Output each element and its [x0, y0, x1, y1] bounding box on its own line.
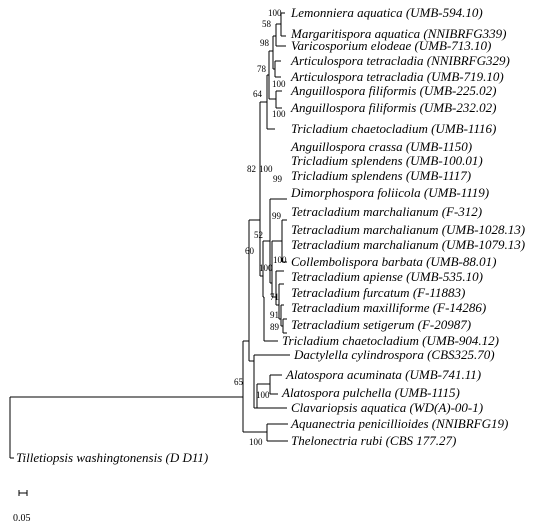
taxon-label: Tricladium chaetocladium (UMB-1116)	[291, 121, 496, 136]
bootstrap-value: 71	[270, 292, 279, 302]
scale-bar-label: 0.05	[13, 513, 31, 524]
bootstrap-value: 100	[259, 263, 273, 273]
taxon-label: Tilletiopsis washingtonensis (D D11)	[16, 450, 208, 465]
bootstrap-value: 60	[245, 246, 255, 256]
taxon-label: Aquanectria penicillioides (NNIBRFG19)	[290, 416, 508, 431]
bootstrap-value: 99	[273, 174, 283, 184]
taxon-label: Alatospora acuminata (UMB-741.11)	[285, 367, 481, 382]
tree-branches	[9, 12, 290, 496]
taxon-label: Articulospora tetracladia (UMB-719.10)	[290, 69, 504, 84]
bootstrap-value: 65	[234, 377, 244, 387]
taxon-label: Lemonniera aquatica (UMB-594.10)	[290, 5, 483, 20]
bootstrap-value: 100	[272, 109, 286, 119]
taxon-label: Margaritispora aquatica (NNIBRFG339)	[290, 26, 506, 41]
taxon-label: Anguillospora crassa (UMB-1150)	[290, 139, 472, 154]
bootstrap-value: 64	[253, 89, 263, 99]
bootstrap-value: 52	[254, 230, 263, 240]
taxon-label: Tetracladium apiense (UMB-535.10)	[291, 269, 483, 284]
taxon-label: Tricladium splendens (UMB-100.01)	[291, 153, 483, 168]
taxon-label: Collembolispora barbata (UMB-88.01)	[291, 254, 496, 269]
taxon-label: Thelonectria rubi (CBS 177.27)	[291, 433, 456, 448]
taxon-label: Tricladium splendens (UMB-1117)	[291, 168, 471, 183]
bootstrap-value: 100	[273, 255, 287, 265]
bootstrap-value: 58	[262, 19, 272, 29]
taxon-label: Tetracladium furcatum (F-11883)	[291, 285, 465, 300]
bootstrap-value: 78	[257, 64, 267, 74]
taxon-label: Tetracladium marchalianum (UMB-1028.13)	[291, 222, 525, 237]
taxon-label: Anguillospora filiformis (UMB-225.02)	[290, 83, 496, 98]
taxon-label: Clavariopsis aquatica (WD(A)-00-1)	[291, 400, 483, 415]
bootstrap-value: 98	[260, 38, 270, 48]
taxon-label: Anguillospora filiformis (UMB-232.02)	[290, 100, 496, 115]
taxon-label: Alatospora pulchella (UMB-1115)	[281, 385, 460, 400]
bootstrap-values: 100 58 98 78 100 64 100 82 100 99 99 52 …	[234, 8, 287, 447]
bootstrap-value: 100	[259, 164, 273, 174]
bootstrap-value: 100	[256, 390, 270, 400]
bootstrap-value: 100	[272, 79, 286, 89]
taxon-label: Varicosporium elodeae (UMB-713.10)	[291, 38, 491, 53]
bootstrap-value: 91	[270, 310, 279, 320]
taxon-label: Tricladium chaetocladium (UMB-904.12)	[282, 333, 499, 348]
bootstrap-value: 82	[247, 164, 256, 174]
scale-bar	[18, 490, 28, 496]
taxon-label: Articulospora tetracladia (NNIBRFG329)	[290, 53, 510, 68]
taxon-label: Tetracladium marchalianum (UMB-1079.13)	[291, 237, 525, 252]
taxon-labels: Lemonniera aquatica (UMB-594.10) Margari…	[16, 5, 525, 465]
bootstrap-value: 99	[272, 211, 282, 221]
taxon-label: Tetracladium marchalianum (F-312)	[291, 204, 482, 219]
taxon-label: Dactylella cylindrospora (CBS325.70)	[293, 347, 495, 362]
taxon-label: Dimorphospora foliicola (UMB-1119)	[290, 185, 489, 200]
bootstrap-value: 89	[270, 322, 280, 332]
taxon-label: Tetracladium maxilliforme (F-14286)	[291, 300, 486, 315]
bootstrap-value: 100	[268, 8, 282, 18]
taxon-label: Tetracladium setigerum (F-20987)	[291, 317, 471, 332]
bootstrap-value: 100	[249, 437, 263, 447]
